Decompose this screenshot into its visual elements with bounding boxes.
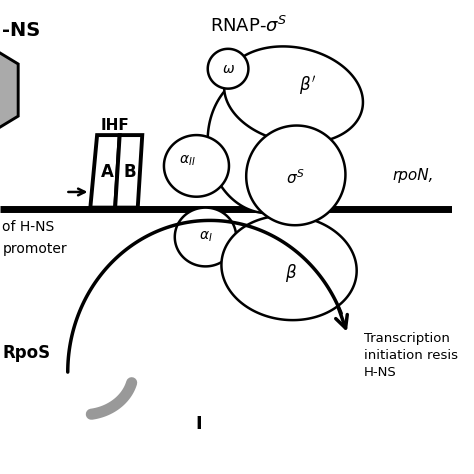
Polygon shape xyxy=(164,135,229,197)
Text: $\alpha_{II}$: $\alpha_{II}$ xyxy=(179,154,196,168)
Polygon shape xyxy=(224,46,363,143)
Polygon shape xyxy=(175,208,236,266)
Text: RNAP-$\sigma^S$: RNAP-$\sigma^S$ xyxy=(210,16,287,36)
Text: A: A xyxy=(100,163,113,181)
Polygon shape xyxy=(246,126,346,225)
Polygon shape xyxy=(208,71,325,213)
Polygon shape xyxy=(115,135,142,208)
Polygon shape xyxy=(91,135,119,208)
Text: promoter: promoter xyxy=(2,242,67,256)
Text: B: B xyxy=(123,163,136,181)
Polygon shape xyxy=(208,49,248,89)
Text: -NS: -NS xyxy=(2,21,40,40)
Text: Transcription
initiation resis
H-NS: Transcription initiation resis H-NS xyxy=(364,332,457,379)
Polygon shape xyxy=(0,38,18,142)
Text: $\omega$: $\omega$ xyxy=(221,62,235,76)
Text: $\beta$: $\beta$ xyxy=(285,262,297,283)
Text: of H-NS: of H-NS xyxy=(2,220,55,235)
Text: $\alpha_{I}$: $\alpha_{I}$ xyxy=(199,230,212,244)
Text: RpoS: RpoS xyxy=(2,344,50,362)
Polygon shape xyxy=(221,216,356,320)
Text: rpoN,: rpoN, xyxy=(393,168,434,183)
Text: IHF: IHF xyxy=(101,118,129,133)
Text: I: I xyxy=(195,415,202,433)
Text: $\sigma^S$: $\sigma^S$ xyxy=(286,168,305,187)
Text: $\beta'$: $\beta'$ xyxy=(299,74,316,97)
